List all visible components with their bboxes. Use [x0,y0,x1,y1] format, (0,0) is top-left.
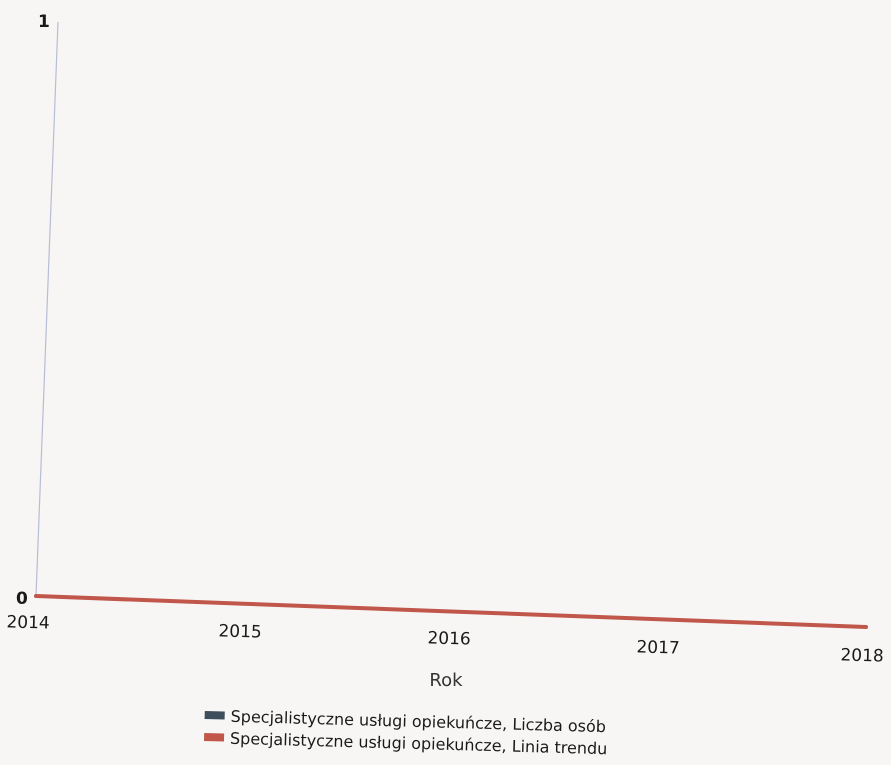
x-tick-label: 2016 [427,628,471,649]
x-tick-label: 2018 [840,645,884,666]
legend-swatch-linia-trendu [203,732,225,742]
x-tick-label: 2014 [6,612,50,633]
x-tick-label: 2015 [218,621,262,642]
x-tick-label: 2017 [636,637,680,658]
legend-swatch-liczba-osob [204,710,225,720]
series-line [34,594,868,629]
y-tick-label: 1 [38,12,50,32]
x-axis-title: Rok [429,670,463,691]
y-tick-label: 0 [16,589,28,609]
y-axis-line [35,21,59,597]
